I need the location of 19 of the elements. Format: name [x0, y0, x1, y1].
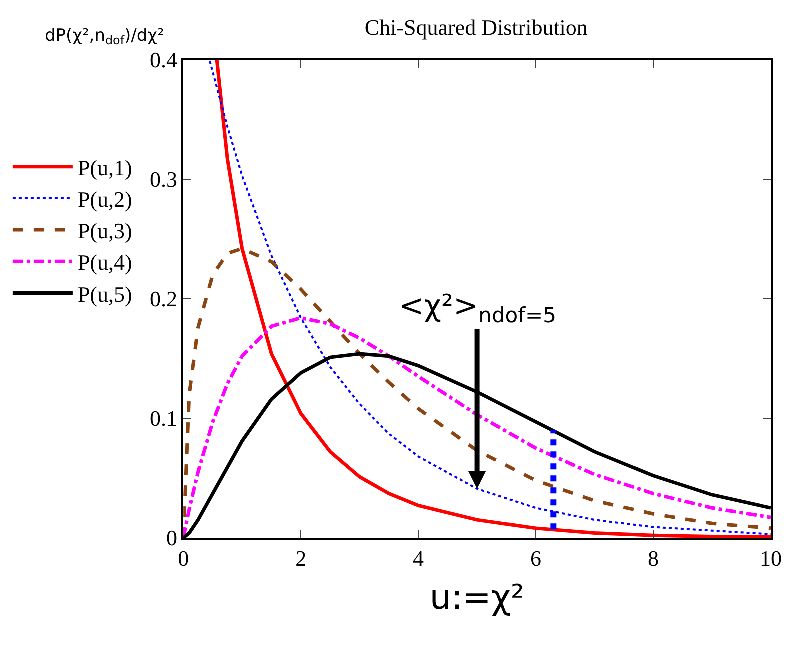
y-tick-label: 0	[166, 526, 178, 551]
legend-label: P(u,1)	[78, 155, 132, 180]
y-tick-label: 0.1	[150, 406, 178, 432]
x-axis-title: u:=χ²	[430, 578, 525, 618]
x-tick-label: 6	[530, 546, 542, 572]
y-tick-label: 0.2	[150, 286, 178, 312]
chart-title: Chi-Squared Distribution	[364, 14, 588, 40]
legend-label: P(u,4)	[78, 250, 132, 276]
legend-label: P(u,2)	[78, 187, 132, 212]
legend-label: P(u,5)	[78, 282, 132, 307]
y-axis-title: dP(χ²,n$_{dof}$)/dχ²	[45, 26, 164, 48]
annotation: <χ²>$_{ndof=5}$	[399, 289, 556, 328]
x-tick-label: 2	[296, 546, 307, 572]
x-tick-label: 8	[648, 546, 660, 572]
y-tick-label: 0.4	[150, 48, 178, 73]
y-tick-label: 0.3	[150, 167, 178, 192]
legend-label: P(u,3)	[78, 218, 132, 244]
x-tick-label: 10	[760, 546, 782, 572]
x-tick-label: 4	[413, 546, 424, 572]
